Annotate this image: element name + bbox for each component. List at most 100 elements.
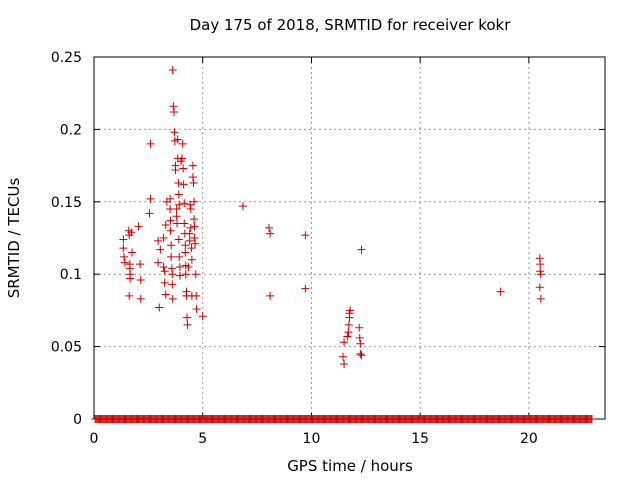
x-tick-label: 10 <box>303 431 321 447</box>
data-point <box>174 178 183 187</box>
data-point <box>136 275 145 284</box>
x-axis-label: GPS time / hours <box>287 457 413 475</box>
data-point <box>155 303 164 312</box>
data-point <box>355 333 364 342</box>
data-point <box>166 194 175 203</box>
data-point <box>191 239 200 248</box>
grid-lines <box>94 57 605 419</box>
data-point <box>198 312 207 321</box>
data-point <box>183 313 192 322</box>
data-point <box>183 320 192 329</box>
data-point <box>128 248 137 257</box>
data-point <box>301 231 310 240</box>
data-point <box>171 165 180 174</box>
x-tick-label: 5 <box>198 431 207 447</box>
y-tick-label: 0.2 <box>60 122 82 138</box>
data-point <box>536 270 545 279</box>
data-point <box>190 222 199 231</box>
data-point <box>119 244 128 253</box>
data-point <box>356 349 365 358</box>
y-tick-label: 0 <box>73 412 82 428</box>
data-point <box>185 236 194 245</box>
data-point <box>168 280 177 289</box>
y-tick-label: 0.15 <box>51 195 82 211</box>
data-point <box>175 200 184 209</box>
y-axis-label: SRMTID / TECUs <box>5 178 23 299</box>
data-point <box>145 209 154 218</box>
data-point <box>178 154 187 163</box>
data-point <box>179 164 188 173</box>
data-point <box>168 66 177 75</box>
data-point <box>119 235 128 244</box>
data-point <box>146 139 155 148</box>
data-point <box>188 173 197 182</box>
data-point <box>178 139 187 148</box>
data-point <box>266 291 275 300</box>
data-point <box>536 260 545 269</box>
data-point <box>127 228 136 237</box>
data-point <box>173 219 182 228</box>
data-point <box>356 339 365 348</box>
x-axis: 0 5 10 15 20 <box>90 57 538 447</box>
data-point <box>166 226 175 235</box>
data-point <box>161 290 170 299</box>
data-point <box>338 352 347 361</box>
data-point <box>172 212 181 221</box>
data-point <box>344 328 353 337</box>
data-point <box>170 128 179 137</box>
data-point <box>340 338 349 347</box>
data-point <box>191 270 200 279</box>
data-point <box>168 294 177 303</box>
data-point <box>168 270 177 279</box>
data-point <box>357 351 366 360</box>
x-tick-label: 20 <box>520 431 538 447</box>
data-point <box>238 202 247 211</box>
data-point <box>184 262 193 271</box>
baseline-point <box>587 415 596 423</box>
data-point <box>120 252 129 261</box>
data-point <box>192 291 201 300</box>
data-point <box>167 252 176 261</box>
data-point <box>173 135 182 144</box>
data-point <box>154 236 163 245</box>
data-point <box>189 178 198 187</box>
data-point <box>166 216 175 225</box>
data-point <box>134 222 143 231</box>
data-point <box>346 306 355 315</box>
data-point <box>180 199 189 208</box>
data-point <box>496 287 505 296</box>
data-point <box>175 252 184 261</box>
data-point <box>174 190 183 199</box>
data-point <box>187 255 196 264</box>
data-point <box>160 267 169 276</box>
data-point <box>340 359 349 368</box>
data-point <box>175 271 184 280</box>
data-point <box>156 245 165 254</box>
x-tick-label: 0 <box>90 431 99 447</box>
data-point <box>154 258 163 267</box>
data-point <box>174 235 183 244</box>
data-point <box>190 234 199 242</box>
data-point <box>355 323 364 332</box>
data-point <box>181 241 190 250</box>
data-point <box>188 161 197 170</box>
data-point <box>159 234 168 242</box>
y-tick-label: 0.05 <box>51 340 82 356</box>
data-point <box>170 108 179 117</box>
data-point <box>535 283 544 292</box>
y-axis: 0 0.05 0.1 0.15 0.2 0.25 <box>51 50 605 428</box>
data-point <box>343 332 352 341</box>
data-point <box>180 219 189 228</box>
chart-title: Day 175 of 2018, SRMTID for receiver kok… <box>190 16 512 34</box>
data-point <box>185 229 194 238</box>
data-point <box>301 284 310 293</box>
data-point <box>136 294 145 303</box>
data-point <box>126 274 135 283</box>
data-point <box>175 262 184 271</box>
plot-area-border <box>93 56 606 420</box>
data-point <box>265 223 274 232</box>
data-points <box>91 66 596 423</box>
y-tick-label: 0.1 <box>60 267 82 283</box>
data-point <box>160 278 169 287</box>
